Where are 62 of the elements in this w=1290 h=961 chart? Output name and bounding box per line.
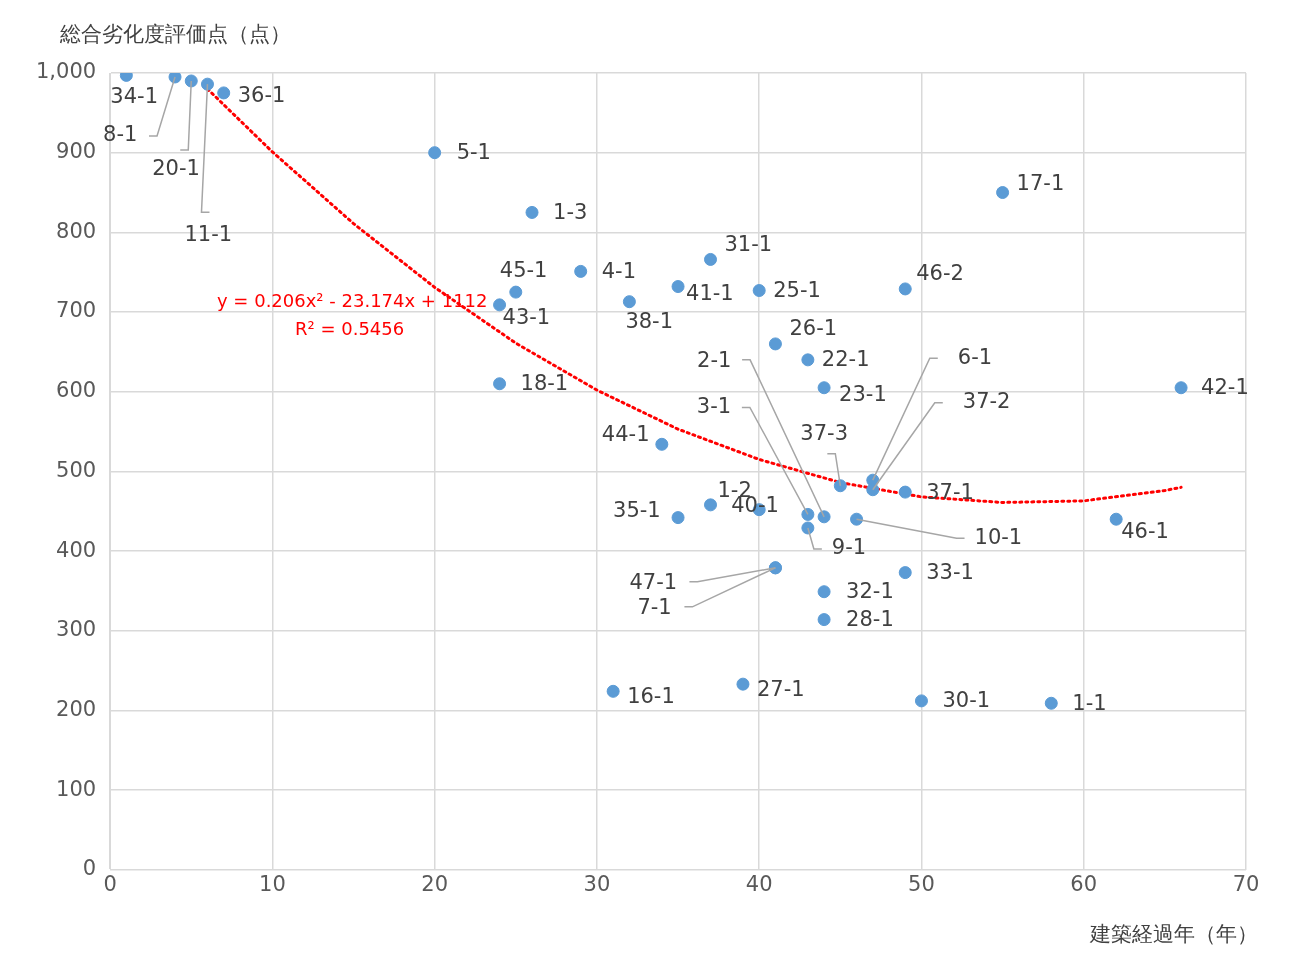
data-label: 9-1 <box>831 535 867 560</box>
data-label: 31-1 <box>724 231 773 256</box>
data-label: 1-3 <box>553 199 588 224</box>
data-label: 42-1 <box>1201 375 1249 400</box>
y-axis-title: 総合劣化度評価点（点） <box>59 22 291 47</box>
data-label: 30-1 <box>942 688 991 713</box>
data-label: 20-1 <box>152 156 200 181</box>
data-label: 35-1 <box>613 498 661 523</box>
y-tick-label: 1,000 <box>35 59 97 84</box>
data-label: 27-1 <box>756 676 805 701</box>
data-label: 28-1 <box>846 607 894 632</box>
data-label: 7-1 <box>637 595 672 620</box>
data-label: 47-1 <box>629 570 678 595</box>
data-label: 32-1 <box>846 579 894 604</box>
x-tick-label: 20 <box>421 871 449 896</box>
data-label: 45-1 <box>499 257 548 282</box>
x-axis-title: 建築経過年（年） <box>1089 922 1258 947</box>
data-label: 1-1 <box>1072 690 1107 715</box>
data-label: 46-2 <box>916 261 964 286</box>
data-label: 23-1 <box>839 382 887 407</box>
y-tick-label: 300 <box>56 617 97 642</box>
data-label: 16-1 <box>627 683 675 708</box>
x-tick-label: 60 <box>1070 871 1098 896</box>
y-tick-label: 600 <box>56 378 97 403</box>
data-label: 17-1 <box>1016 170 1065 195</box>
data-label: 37-2 <box>962 389 1011 414</box>
data-label: 34-1 <box>110 83 159 108</box>
data-label: 44-1 <box>601 421 650 446</box>
x-tick-label: 40 <box>745 871 773 896</box>
data-label: 41-1 <box>686 281 734 305</box>
data-label: 26-1 <box>789 316 838 341</box>
data-label: 6-1 <box>957 344 993 369</box>
y-tick-label: 100 <box>56 776 97 801</box>
data-label: 22-1 <box>821 347 870 372</box>
data-label: 46-1 <box>1121 518 1169 543</box>
x-tick-label: 0 <box>103 871 117 896</box>
y-tick-label: 700 <box>56 298 97 323</box>
y-tick-label: 500 <box>56 457 97 482</box>
y-tick-label: 200 <box>56 696 97 721</box>
data-label: 8-1 <box>103 122 138 147</box>
data-label: 5-1 <box>456 140 491 165</box>
data-label: 11-1 <box>184 221 233 246</box>
y-tick-label: 900 <box>56 139 97 164</box>
data-label: 4-1 <box>601 258 637 283</box>
x-tick-label: 30 <box>583 871 611 896</box>
y-tick-label: 800 <box>56 218 97 243</box>
data-label: 37-1 <box>926 479 974 504</box>
annotation: R² = 0.5456 <box>295 317 405 339</box>
x-tick-label: 50 <box>908 871 935 896</box>
data-label: 37-3 <box>800 421 848 446</box>
data-label: 18-1 <box>520 371 569 396</box>
data-label: 10-1 <box>974 524 1023 549</box>
data-label: 36-1 <box>237 83 286 108</box>
data-label: 33-1 <box>926 560 974 585</box>
data-label: 25-1 <box>773 277 821 302</box>
data-label: 38-1 <box>625 309 674 334</box>
x-tick-label: 10 <box>259 871 286 896</box>
y-tick-label: 400 <box>56 537 97 562</box>
data-label: 43-1 <box>502 305 551 330</box>
x-tick-label: 70 <box>1232 871 1260 896</box>
data-label: 3-1 <box>696 393 732 418</box>
data-label: 2-1 <box>697 348 732 373</box>
